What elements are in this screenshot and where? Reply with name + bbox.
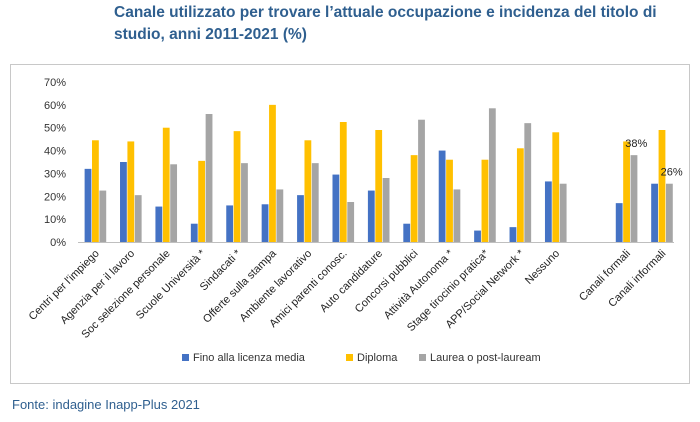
bar — [651, 183, 658, 242]
bar — [134, 195, 142, 242]
legend-label: Diploma — [357, 352, 398, 364]
bar — [233, 131, 241, 242]
bar — [205, 114, 213, 242]
bar — [347, 202, 355, 242]
y-tick-label: 20% — [44, 191, 66, 203]
legend-swatch — [419, 354, 426, 361]
chart-title: Canale utilizzato per trovare l’attuale … — [114, 4, 657, 43]
bar — [410, 155, 418, 242]
bar — [438, 150, 446, 242]
bar — [261, 204, 269, 242]
legend-swatch — [346, 354, 353, 361]
source-note: Fonte: indagine Inapp-Plus 2021 — [12, 397, 200, 412]
legend: Fino alla licenza media Diploma Laurea o p… — [182, 352, 541, 364]
bar — [418, 119, 425, 242]
bar — [488, 108, 496, 242]
bar — [665, 183, 673, 242]
bar — [474, 230, 481, 242]
chart-frame — [10, 64, 690, 384]
legend-swatch — [182, 354, 189, 361]
bar — [544, 181, 552, 242]
bar — [623, 141, 630, 242]
y-tick-label: 60% — [44, 100, 66, 112]
axis-layer: 0% 10% 20% 30% 40% 50% 60% 70% — [44, 77, 674, 249]
y-tick-label: 70% — [44, 77, 66, 89]
bar — [241, 163, 248, 242]
y-tick-label: 30% — [44, 168, 66, 180]
bar — [155, 206, 163, 242]
bar — [304, 140, 312, 242]
bar — [630, 155, 638, 242]
bar — [509, 227, 517, 242]
x-category-label: Auto candidature — [318, 248, 385, 315]
bar — [552, 132, 560, 242]
bar — [269, 104, 276, 242]
bar — [339, 122, 347, 242]
bar — [162, 127, 170, 242]
x-category-label: Nessuno — [523, 248, 562, 287]
data-label: 38% — [625, 138, 647, 150]
bar — [92, 140, 99, 242]
y-tick-label: 50% — [44, 123, 66, 135]
y-tick-label: 40% — [44, 146, 66, 158]
bar — [375, 130, 383, 242]
legend-label: Fino alla licenza media — [193, 352, 306, 364]
bar — [226, 205, 234, 242]
bar — [198, 160, 206, 242]
legend-label: Laurea o post-lauream — [430, 352, 541, 364]
y-tick-label: 10% — [44, 214, 66, 226]
bar — [84, 168, 92, 242]
bar — [190, 223, 198, 242]
bar-chart: 0% 10% 20% 30% 40% 50% 60% 70% Centri per l'imp… — [27, 77, 683, 364]
bar — [446, 159, 453, 242]
bar — [524, 123, 532, 242]
bar — [382, 178, 390, 242]
bar — [276, 189, 284, 242]
bar — [311, 163, 319, 242]
bar — [559, 183, 567, 242]
bar — [120, 162, 127, 242]
bar — [658, 130, 666, 242]
bar — [453, 189, 461, 242]
y-tick-label: 0% — [50, 237, 66, 249]
bars-layer — [84, 104, 673, 242]
bar — [297, 195, 304, 242]
bar — [332, 174, 340, 242]
bar — [170, 164, 178, 242]
bar — [99, 190, 107, 242]
bar — [516, 148, 524, 242]
bar — [403, 223, 411, 242]
bar — [367, 190, 375, 242]
x-category-label: Concorsi pubblici — [353, 248, 421, 316]
bar — [615, 203, 623, 242]
bar — [481, 159, 489, 242]
data-label: 26% — [661, 167, 683, 179]
bar — [127, 141, 135, 242]
